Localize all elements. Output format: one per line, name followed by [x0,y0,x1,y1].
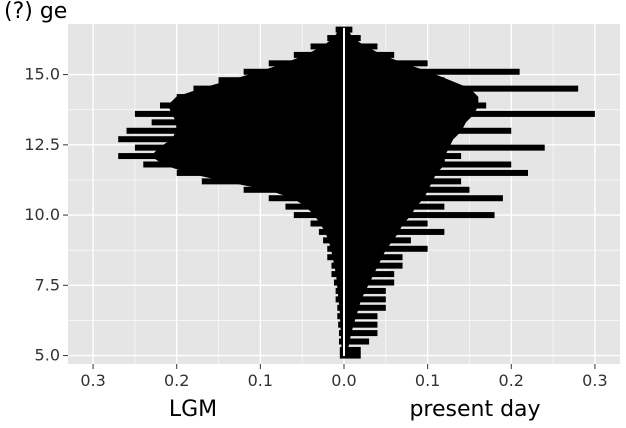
x-tick-label: 0.1 [248,371,273,390]
bar-present-day [344,338,370,345]
x-tick-label: 0.2 [499,371,524,390]
y-axis-ticks: 5.0 7.5 10.0 12.5 15.0 [24,65,68,365]
bar-present-day [344,212,495,219]
x-tick-label: 0.1 [415,371,440,390]
bar-present-day [344,313,378,320]
chart-title: (?) ge [4,0,67,24]
bar-present-day [344,296,386,303]
bar-present-day [344,304,386,311]
bar-present-day [344,26,353,33]
histogram-body-lgm [151,29,344,356]
x-tick-label: 0.0 [331,371,356,390]
y-tick-label: 15.0 [24,65,60,84]
right-side-label: present day [409,397,540,422]
y-tick-label: 10.0 [24,205,60,224]
bar-present-day [344,346,361,353]
bar-present-day [344,68,520,75]
bar-present-day [344,330,378,337]
y-tick-label: 7.5 [35,275,60,294]
x-tick-label: 0.2 [164,371,189,390]
left-side-label: LGM [169,397,217,422]
density-curves [150,29,479,356]
histogram-body-present-day [344,29,478,356]
y-tick-label: 5.0 [35,346,60,365]
y-tick-label: 12.5 [24,135,60,154]
x-tick-label: 0.3 [582,371,607,390]
density-curve-lgm [150,29,343,356]
bar-present-day [344,352,361,359]
x-tick-label: 0.3 [80,371,105,390]
bar-present-day [344,321,378,328]
x-axis-ticks: 0.3 0.2 0.1 0.0 0.1 0.2 0.3 [80,364,608,390]
density-curve-present-day [345,29,479,356]
